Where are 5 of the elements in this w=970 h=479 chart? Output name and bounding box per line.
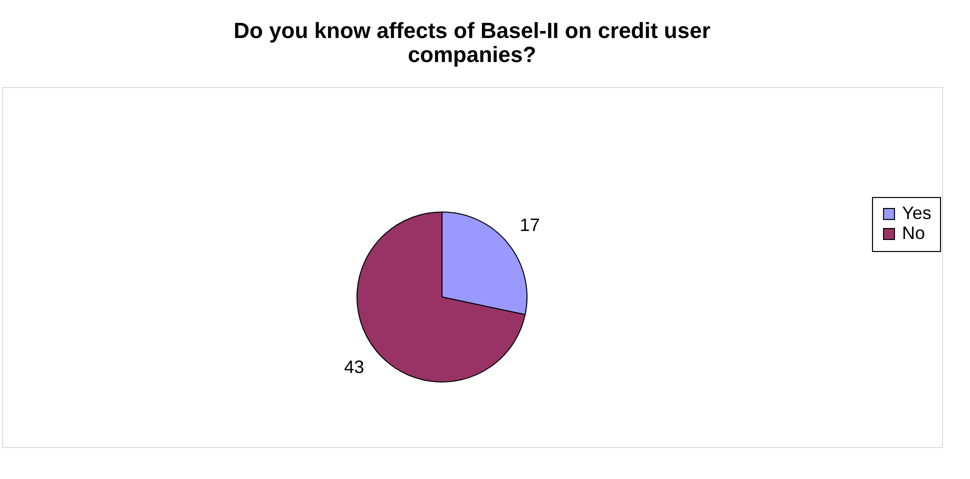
legend-label: Yes	[902, 203, 932, 223]
chart-title: Do you know affects of Basel-II on credit user companies?	[234, 18, 711, 67]
data-label: 43	[344, 357, 364, 378]
data-label: 17	[520, 214, 540, 235]
legend-label: No	[902, 223, 926, 243]
